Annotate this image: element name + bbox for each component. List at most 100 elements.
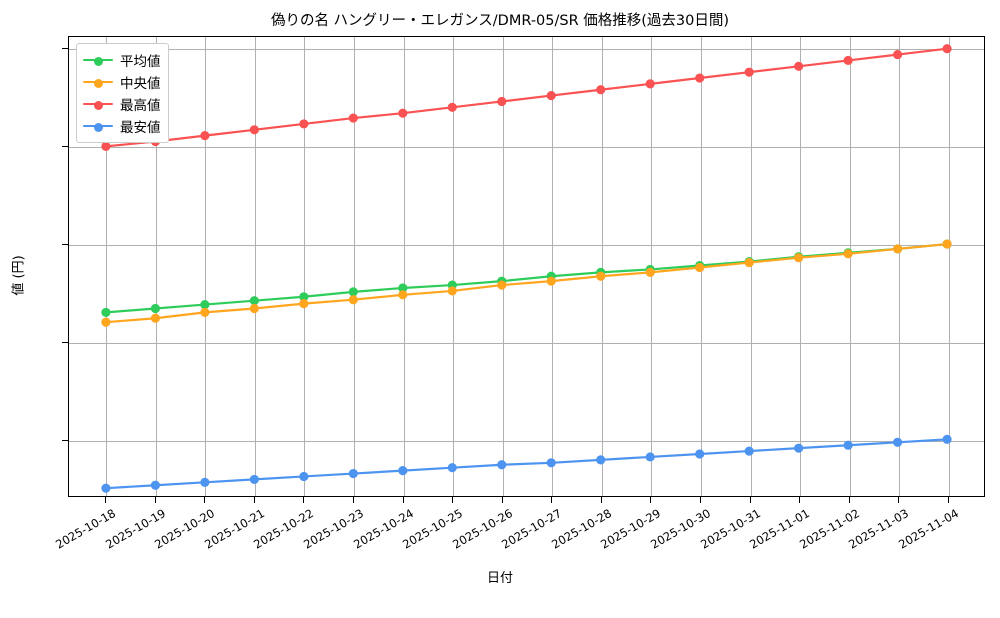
data-point-marker: [843, 249, 853, 259]
x-tick-mark: [650, 497, 652, 503]
data-point-marker: [942, 239, 952, 249]
x-tick-mark: [303, 497, 305, 503]
x-tick-mark: [452, 497, 454, 503]
data-point-marker: [645, 452, 655, 462]
data-point-marker: [645, 267, 655, 277]
y-tick-mark: [62, 243, 68, 245]
y-tick-mark: [62, 440, 68, 442]
legend-label: 最安値: [120, 120, 161, 136]
x-tick-mark: [700, 497, 702, 503]
legend-swatch-icon: [83, 97, 113, 111]
data-point-marker: [200, 300, 210, 310]
data-point-marker: [150, 480, 160, 490]
y-axis-label: 値 (円): [11, 255, 27, 296]
data-point-marker: [546, 276, 556, 286]
legend-item[interactable]: 中央値: [83, 71, 161, 93]
data-point-marker: [794, 443, 804, 453]
gridline-vertical: [502, 37, 504, 496]
data-point-marker: [447, 286, 457, 296]
data-point-marker: [249, 474, 259, 484]
data-point-marker: [695, 262, 705, 273]
legend-label: 平均値: [120, 54, 161, 70]
series-line: [104, 242, 949, 314]
data-point-marker: [942, 44, 952, 54]
data-point-marker: [101, 483, 111, 493]
data-point-marker: [101, 307, 111, 317]
gridline-vertical: [849, 37, 851, 496]
legend-label: 中央値: [120, 76, 161, 92]
gridline-vertical: [155, 37, 157, 496]
data-point-marker: [794, 61, 804, 71]
data-point-marker: [893, 50, 903, 60]
x-tick-mark: [898, 497, 900, 503]
data-point-marker: [249, 125, 259, 135]
legend-label: 最高値: [120, 98, 161, 114]
data-series-layer: [101, 44, 952, 493]
gridline-vertical: [205, 37, 207, 496]
data-point-marker: [744, 446, 754, 456]
x-tick-mark: [253, 497, 255, 503]
series-line: [104, 47, 949, 148]
data-point-marker: [596, 271, 606, 281]
data-point-marker: [200, 307, 210, 317]
data-point-marker: [942, 434, 952, 444]
x-tick-mark: [948, 497, 949, 503]
chart-figure: 偽りの名 ハングリー・エレガンス/DMR-05/SR 価格推移(過去30日間) …: [11, 13, 985, 586]
data-point-marker: [645, 79, 655, 89]
gridline-vertical: [106, 37, 107, 496]
data-point-marker: [447, 102, 457, 112]
data-point-marker: [101, 317, 111, 327]
chart-legend: 平均値中央値最高値最安値: [76, 43, 169, 143]
legend-item[interactable]: 平均値: [83, 49, 161, 71]
x-tick-mark: [204, 497, 206, 503]
series-line: [104, 438, 949, 490]
gridline-vertical: [949, 37, 950, 496]
data-point-marker: [497, 460, 507, 470]
data-point-marker: [200, 477, 210, 487]
data-point-marker: [348, 295, 358, 305]
data-point-marker: [794, 253, 804, 263]
x-tick-mark: [105, 497, 106, 503]
gridline-horizontal: [69, 441, 984, 443]
data-point-marker: [348, 287, 358, 297]
y-tick-mark: [62, 47, 68, 49]
x-tick-mark: [551, 497, 553, 503]
gridline-horizontal: [69, 146, 984, 148]
legend-item[interactable]: 最安値: [83, 115, 161, 137]
gridline-vertical: [403, 37, 405, 496]
legend-item[interactable]: 最高値: [83, 93, 161, 115]
data-point-marker: [744, 258, 754, 268]
y-tick-mark: [62, 145, 68, 147]
legend-swatch-icon: [83, 75, 113, 89]
data-point-marker: [299, 471, 309, 482]
chart-title: 偽りの名 ハングリー・エレガンス/DMR-05/SR 価格推移(過去30日間): [270, 13, 730, 29]
x-tick-mark: [402, 497, 404, 503]
data-point-marker: [299, 292, 309, 302]
data-point-marker: [695, 73, 705, 83]
data-point-marker: [596, 85, 606, 95]
gridline-vertical: [254, 37, 256, 496]
data-point-marker: [893, 244, 903, 254]
data-point-marker: [447, 463, 457, 473]
data-point-marker: [497, 280, 507, 290]
x-axis-label: 日付: [486, 571, 513, 586]
data-point-marker: [348, 113, 358, 123]
gridline-vertical: [353, 37, 355, 496]
gridline-vertical: [601, 37, 603, 496]
x-tick-mark: [749, 497, 751, 503]
data-point-marker: [150, 313, 160, 323]
gridline-horizontal: [69, 48, 984, 50]
data-point-marker: [893, 437, 903, 447]
data-point-marker: [249, 296, 259, 306]
data-point-marker: [843, 440, 853, 450]
legend-swatch-icon: [83, 119, 113, 133]
x-tick-mark: [154, 497, 156, 503]
x-tick-mark: [501, 497, 503, 503]
data-point-marker: [101, 141, 111, 151]
gridline-vertical: [552, 37, 554, 496]
data-point-marker: [249, 303, 259, 314]
x-tick-mark: [352, 497, 354, 503]
gridline-horizontal: [69, 244, 984, 246]
data-point-marker: [150, 303, 160, 314]
series-line: [104, 242, 949, 324]
